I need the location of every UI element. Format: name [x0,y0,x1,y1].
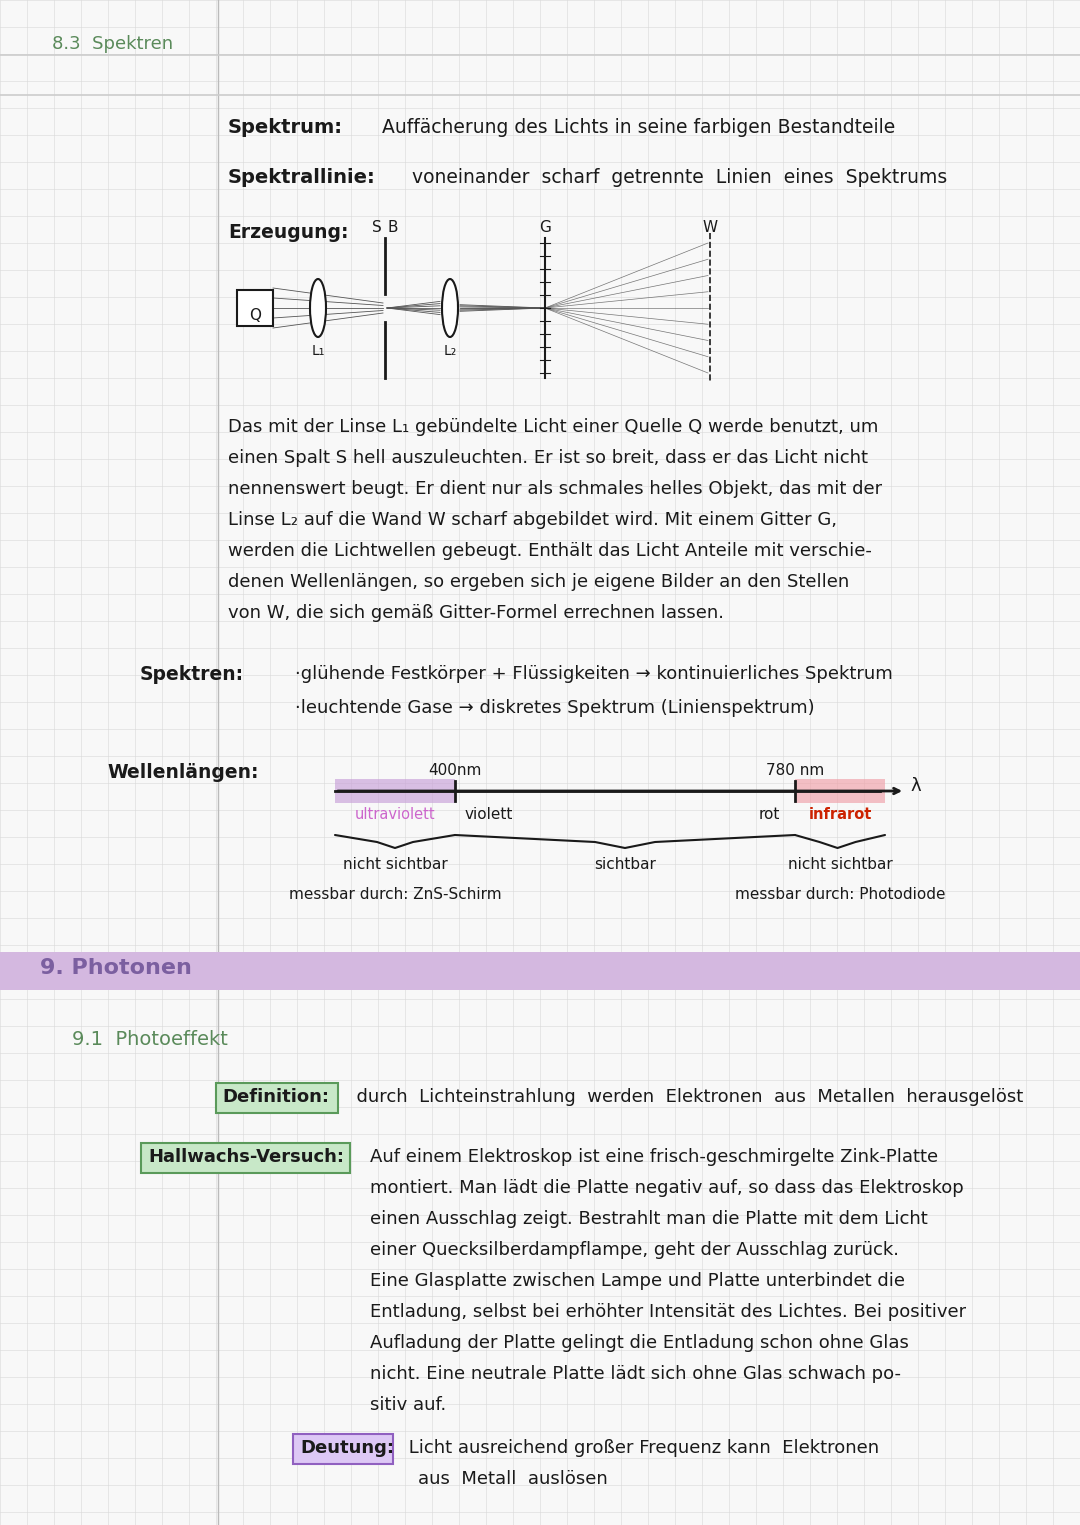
Ellipse shape [310,279,326,337]
Text: Entladung, selbst bei erhöhter Intensität des Lichtes. Bei positiver: Entladung, selbst bei erhöhter Intensitä… [370,1302,967,1321]
Text: sitiv auf.: sitiv auf. [370,1395,446,1414]
FancyBboxPatch shape [216,1083,338,1113]
Text: Das mit der Linse L₁ gebündelte Licht einer Quelle Q werde benutzt, um: Das mit der Linse L₁ gebündelte Licht ei… [228,418,878,436]
Text: λ: λ [910,778,920,795]
Text: nicht sichtbar: nicht sichtbar [787,857,892,872]
Text: durch  Lichteinstrahlung  werden  Elektronen  aus  Metallen  herausgelöst: durch Lichteinstrahlung werden Elektrone… [345,1087,1023,1106]
Text: 9. Photonen: 9. Photonen [40,958,192,978]
Text: nennenswert beugt. Er dient nur als schmales helles Objekt, das mit der: nennenswert beugt. Er dient nur als schm… [228,480,882,499]
Bar [335,779,455,804]
Text: voneinander  scharf  getrennte  Linien  eines  Spektrums: voneinander scharf getrennte Linien eine… [400,168,947,188]
Text: Spektrallinie:: Spektrallinie: [228,168,376,188]
Text: aus  Metall  auslösen: aus Metall auslösen [418,1470,608,1488]
Bar [795,779,885,804]
Text: Linse L₂ auf die Wand W scharf abgebildet wird. Mit einem Gitter G,: Linse L₂ auf die Wand W scharf abgebilde… [228,511,837,529]
Text: G: G [539,220,551,235]
Text: infrarot: infrarot [808,807,872,822]
Text: Deutung:: Deutung: [300,1440,394,1456]
Text: einen Spalt S hell auszuleuchten. Er ist so breit, dass er das Licht nicht: einen Spalt S hell auszuleuchten. Er ist… [228,448,868,467]
Text: Wellenlängen:: Wellenlängen: [107,762,258,782]
FancyBboxPatch shape [237,290,273,326]
Text: montiert. Man lädt die Platte negativ auf, so dass das Elektroskop: montiert. Man lädt die Platte negativ au… [370,1179,963,1197]
Text: L₂: L₂ [444,345,457,358]
Text: Licht ausreichend großer Frequenz kann  Elektronen: Licht ausreichend großer Frequenz kann E… [403,1440,879,1456]
Text: Aufladung der Platte gelingt die Entladung schon ohne Glas: Aufladung der Platte gelingt die Entladu… [370,1334,909,1353]
Text: messbar durch: ZnS-Schirm: messbar durch: ZnS-Schirm [288,888,501,901]
Text: B: B [388,220,399,235]
Text: Eine Glasplatte zwischen Lampe und Platte unterbindet die: Eine Glasplatte zwischen Lampe und Platt… [370,1272,905,1290]
Text: Auf einem Elektroskop ist eine frisch-geschmirgelte Zink-Platte: Auf einem Elektroskop ist eine frisch-ge… [370,1148,939,1167]
Ellipse shape [442,279,458,337]
Text: Spektren:: Spektren: [140,665,244,685]
Text: einer Quecksilberdampflampe, geht der Ausschlag zurück.: einer Quecksilberdampflampe, geht der Au… [370,1241,899,1260]
Bar [0,952,1080,990]
Text: einen Ausschlag zeigt. Bestrahlt man die Platte mit dem Licht: einen Ausschlag zeigt. Bestrahlt man die… [370,1209,928,1228]
Text: von W, die sich gemäß Gitter-Formel errechnen lassen.: von W, die sich gemäß Gitter-Formel erre… [228,604,724,622]
Text: sichtbar: sichtbar [594,857,656,872]
Text: ultraviolett: ultraviolett [354,807,435,822]
Text: rot: rot [758,807,780,822]
Text: L₁: L₁ [311,345,325,358]
Text: Definition:: Definition: [222,1087,329,1106]
Text: Spektrum:: Spektrum: [228,117,343,137]
FancyBboxPatch shape [141,1144,350,1173]
Text: ·leuchtende Gase → diskretes Spektrum (Linienspektrum): ·leuchtende Gase → diskretes Spektrum (L… [295,698,814,717]
Text: nicht. Eine neutrale Platte lädt sich ohne Glas schwach po-: nicht. Eine neutrale Platte lädt sich oh… [370,1365,901,1383]
FancyBboxPatch shape [293,1434,393,1464]
Text: Auffächerung des Lichts in seine farbigen Bestandteile: Auffächerung des Lichts in seine farbige… [370,117,895,137]
Text: 8.3  Spektren: 8.3 Spektren [52,35,173,53]
Text: Hallwachs-Versuch:: Hallwachs-Versuch: [148,1148,345,1167]
Text: S: S [373,220,382,235]
Text: denen Wellenlängen, so ergeben sich je eigene Bilder an den Stellen: denen Wellenlängen, so ergeben sich je e… [228,573,849,592]
Text: messbar durch: Photodiode: messbar durch: Photodiode [734,888,945,901]
Text: W: W [702,220,717,235]
Text: 9.1  Photoeffekt: 9.1 Photoeffekt [72,1029,228,1049]
Text: 780 nm: 780 nm [766,762,824,778]
Text: werden die Lichtwellen gebeugt. Enthält das Licht Anteile mit verschie-: werden die Lichtwellen gebeugt. Enthält … [228,541,872,560]
Text: nicht sichtbar: nicht sichtbar [342,857,447,872]
Text: ·glühende Festkörper + Flüssigkeiten → kontinuierliches Spektrum: ·glühende Festkörper + Flüssigkeiten → k… [295,665,893,683]
Text: 400nm: 400nm [429,762,482,778]
Text: Q: Q [249,308,261,323]
Text: Erzeugung:: Erzeugung: [228,223,349,242]
Text: violett: violett [465,807,513,822]
